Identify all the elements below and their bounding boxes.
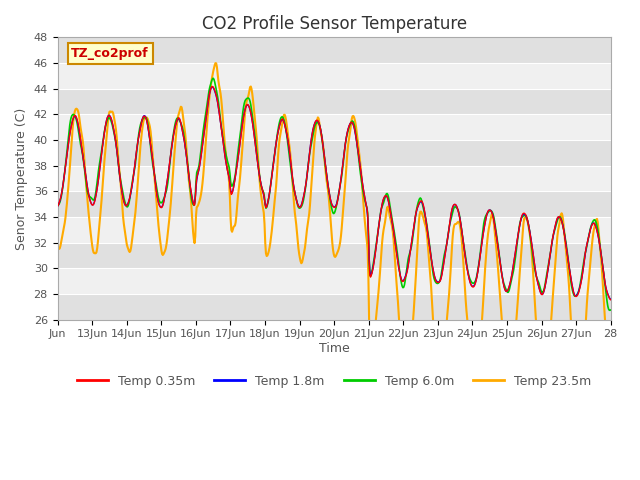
Bar [58,192,611,217]
Title: CO2 Profile Sensor Temperature: CO2 Profile Sensor Temperature [202,15,467,33]
Bar [58,114,611,140]
Bar [58,37,611,63]
Bar [58,217,611,243]
Bar [58,243,611,268]
Y-axis label: Senor Temperature (C): Senor Temperature (C) [15,108,28,250]
Bar [58,166,611,192]
Bar [58,294,611,320]
X-axis label: Time: Time [319,342,349,355]
Bar [58,89,611,114]
Bar [58,140,611,166]
Bar [58,268,611,294]
Text: TZ_co2prof: TZ_co2prof [71,47,149,60]
Legend: Temp 0.35m, Temp 1.8m, Temp 6.0m, Temp 23.5m: Temp 0.35m, Temp 1.8m, Temp 6.0m, Temp 2… [72,370,596,393]
Bar [58,63,611,89]
